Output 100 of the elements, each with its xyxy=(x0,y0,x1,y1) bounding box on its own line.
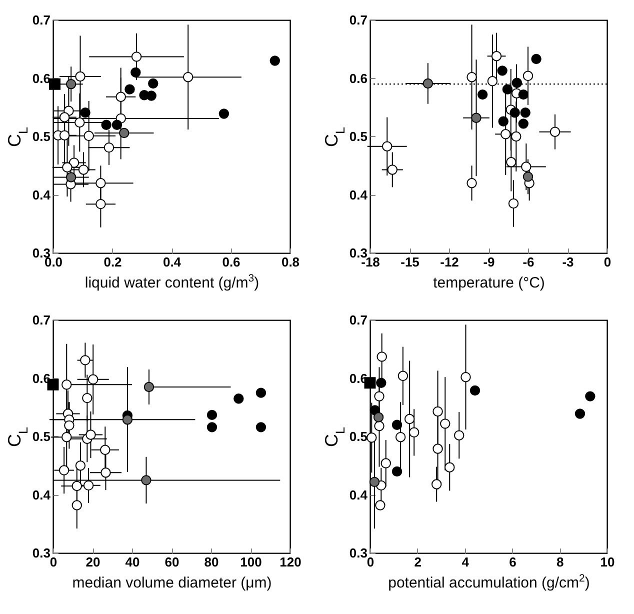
x-tick-label: -9 xyxy=(483,254,495,270)
point xyxy=(392,420,402,430)
y-tick-label: 0.3 xyxy=(349,246,368,260)
point xyxy=(422,78,434,89)
point xyxy=(66,78,76,90)
point xyxy=(512,78,522,88)
point xyxy=(521,162,532,172)
y-tick-label: 0.7 xyxy=(349,12,368,28)
y-tick-label: 0.3 xyxy=(349,546,368,560)
point xyxy=(466,72,477,82)
point xyxy=(522,70,534,82)
y-tick-label: 0.6 xyxy=(32,70,50,86)
point xyxy=(460,372,471,382)
y-tick-label: 0.7 xyxy=(32,12,50,28)
point xyxy=(58,465,70,476)
x-tick-label: 0.2 xyxy=(104,254,122,270)
point xyxy=(395,432,406,442)
x-tick-label: 0.8 xyxy=(281,254,300,270)
x-axis-title: median volume diameter (μm) xyxy=(72,574,272,592)
point xyxy=(510,108,520,118)
point xyxy=(491,51,502,62)
y-tick-label: 0.7 xyxy=(349,312,368,328)
y-tick-label: 0.5 xyxy=(32,429,50,444)
x-tick-label: 0 xyxy=(50,554,58,570)
point xyxy=(376,352,387,362)
x-tick-label: 60 xyxy=(164,554,180,570)
point xyxy=(398,370,408,382)
y-tick-label: 0.5 xyxy=(349,129,368,144)
point xyxy=(518,118,528,129)
point xyxy=(68,158,80,168)
point xyxy=(49,78,61,90)
y-tick-label: 0.5 xyxy=(32,129,50,144)
point xyxy=(256,422,266,432)
point xyxy=(498,116,508,126)
point xyxy=(112,120,122,130)
point xyxy=(141,475,152,486)
x-tick-label: -12 xyxy=(440,254,459,270)
point xyxy=(88,374,98,385)
point xyxy=(118,128,130,138)
point xyxy=(506,157,516,168)
x-axis-title: liquid water content (g/m$^{3}$) xyxy=(84,272,260,292)
point xyxy=(66,172,76,182)
point xyxy=(62,380,72,390)
x-tick-label: -3 xyxy=(562,254,574,270)
point xyxy=(477,89,488,100)
point xyxy=(84,130,94,142)
point xyxy=(146,90,156,101)
point xyxy=(206,410,218,420)
point xyxy=(408,427,420,438)
point xyxy=(382,141,392,152)
point xyxy=(470,385,480,396)
point xyxy=(116,92,126,102)
point xyxy=(520,108,530,118)
point xyxy=(75,71,86,82)
point xyxy=(131,52,142,62)
point xyxy=(148,78,158,89)
y-tick-label: 0.7 xyxy=(32,312,50,328)
point xyxy=(64,420,74,431)
point xyxy=(366,432,377,443)
point xyxy=(124,84,135,94)
point xyxy=(62,162,72,172)
point xyxy=(80,108,90,118)
y-tick-label: 0.4 xyxy=(349,487,368,502)
point xyxy=(500,129,511,140)
x-tick-label: 8 xyxy=(556,554,564,570)
point xyxy=(376,378,386,388)
point xyxy=(432,406,443,417)
point xyxy=(502,84,513,94)
x-tick-label: 0 xyxy=(604,254,612,270)
point xyxy=(130,67,141,78)
x-tick-label: 40 xyxy=(125,554,140,570)
point xyxy=(373,412,384,422)
point xyxy=(431,479,442,490)
x-tick-label: 2 xyxy=(414,554,422,570)
y-tick-label: 0.5 xyxy=(349,429,368,444)
x-tick-label: 0.4 xyxy=(162,254,182,270)
point xyxy=(392,466,402,477)
point xyxy=(100,468,111,478)
point xyxy=(444,462,455,472)
point xyxy=(78,164,89,175)
point xyxy=(218,108,230,119)
point xyxy=(96,198,106,210)
point xyxy=(59,112,70,122)
point xyxy=(72,500,82,510)
point xyxy=(387,164,398,175)
point xyxy=(72,480,82,492)
x-tick-label: 6 xyxy=(509,554,516,570)
x-tick-label: 100 xyxy=(240,554,262,570)
point xyxy=(144,382,154,392)
point xyxy=(234,394,244,404)
point xyxy=(471,112,482,123)
y-tick-label: 0.6 xyxy=(349,70,368,86)
x-tick-label: -6 xyxy=(522,254,534,270)
x-tick-label: 4 xyxy=(462,554,470,570)
x-axis-title: potential accumulation (g/cm$^{2}$) xyxy=(388,572,590,592)
point xyxy=(508,198,519,209)
point xyxy=(83,480,94,491)
point xyxy=(374,391,384,402)
y-tick-label: 0.3 xyxy=(32,546,50,560)
point xyxy=(74,117,85,128)
